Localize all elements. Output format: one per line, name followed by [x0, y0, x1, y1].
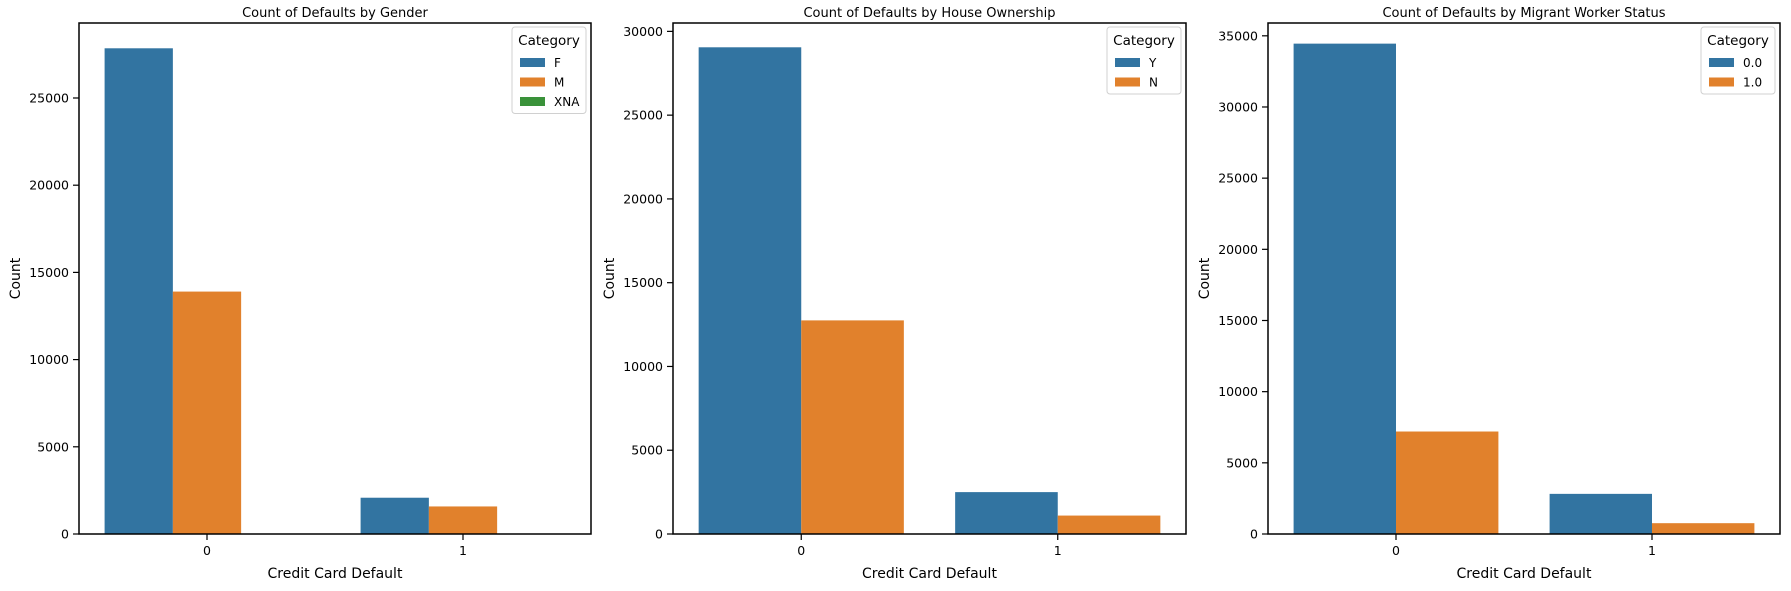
legend-swatch — [1115, 77, 1140, 87]
x-tick-label: 0 — [203, 543, 211, 558]
x-tick-label: 1 — [1648, 543, 1656, 558]
y-tick-label: 15000 — [29, 265, 69, 280]
legend-box — [1106, 26, 1182, 95]
legend: Category YN — [1106, 26, 1182, 95]
chart-panel-3: 0 5000 10000 15000 20000 25000 30000 35000 0 1 Cou… — [1197, 6, 1781, 582]
legend-title: Category — [1707, 33, 1769, 49]
chart-panel-2: 0 5000 10000 15000 20000 25000 30000 0 1 Count of… — [602, 6, 1187, 582]
y-tick-label: 5000 — [37, 439, 69, 454]
y-tick-label: 0 — [1250, 527, 1258, 542]
chart-title: Count of Defaults by Gender — [242, 6, 428, 21]
bar-N-0 — [801, 320, 904, 534]
chart-title: Count of Defaults by House Ownership — [803, 6, 1055, 21]
x-tick-label: 1 — [459, 543, 467, 558]
bar-M-0 — [172, 291, 242, 534]
bar-Y-0 — [698, 47, 802, 534]
bar-Y-1 — [955, 492, 1058, 534]
y-tick-label: 25000 — [29, 90, 69, 105]
y-tick-label: 20000 — [1218, 242, 1258, 257]
axes-frame — [672, 22, 1187, 535]
legend-title: Category — [1113, 33, 1175, 49]
y-axis-label: Count — [602, 257, 618, 299]
x-axis-label: Credit Card Default — [1457, 566, 1592, 582]
legend-swatch — [520, 97, 545, 106]
y-tick-label: 35000 — [1218, 28, 1258, 43]
legend: Category FM XNA — [511, 26, 587, 114]
legend-swatch — [520, 58, 545, 67]
bar-F-1 — [360, 497, 429, 534]
legend: Category 0.0 1.0 — [1700, 26, 1776, 95]
y-tick-label: 15000 — [623, 275, 663, 290]
y-tick-label: 15000 — [1218, 313, 1258, 328]
legend-box — [511, 26, 587, 114]
y-tick-label: 0 — [655, 527, 663, 542]
bar-0_0-0 — [1293, 43, 1396, 534]
bar-1_0-1 — [1652, 523, 1755, 534]
legend-swatch — [1709, 77, 1734, 87]
legend-swatch — [1709, 58, 1734, 67]
y-axis-label: Count — [1197, 257, 1213, 299]
legend-entry-label: N — [1149, 76, 1158, 90]
legend-swatch — [1115, 58, 1140, 67]
bar-1_0-0 — [1396, 431, 1499, 534]
legend-box — [1700, 26, 1776, 95]
y-tick-label: 10000 — [29, 352, 69, 367]
y-tick-label: 5000 — [631, 443, 663, 458]
legend-entry-label: 1.0 — [1743, 76, 1762, 90]
x-axis-label: Credit Card Default — [268, 566, 403, 582]
legend-entry-label: M — [554, 76, 564, 90]
x-tick-label: 0 — [797, 543, 805, 558]
axes-frame — [1267, 22, 1781, 535]
y-tick-label: 20000 — [29, 178, 69, 193]
legend-swatch — [520, 77, 545, 87]
x-tick-label: 0 — [1392, 543, 1400, 558]
x-tick-label: 1 — [1054, 543, 1062, 558]
bar-0_0-1 — [1549, 493, 1652, 534]
y-tick-label: 25000 — [1218, 171, 1258, 186]
x-axis-label: Credit Card Default — [862, 566, 997, 582]
legend-entry-label: F — [554, 56, 561, 70]
legend-entry-label: 0.0 — [1743, 56, 1762, 70]
y-tick-label: 10000 — [623, 359, 663, 374]
y-tick-label: 25000 — [623, 108, 663, 123]
chart-panel-1: 0 5000 10000 15000 20000 25000 0 1 Count of Defa… — [8, 6, 592, 582]
y-tick-label: 20000 — [623, 191, 663, 206]
y-tick-label: 5000 — [1226, 455, 1258, 470]
bar-M-1 — [428, 506, 498, 534]
y-axis-label: Count — [8, 257, 24, 299]
bar-N-1 — [1057, 515, 1161, 534]
y-tick-label: 0 — [61, 527, 69, 542]
y-tick-label: 30000 — [623, 24, 663, 39]
legend-entry-label: XNA — [554, 95, 580, 109]
y-tick-label: 10000 — [1218, 384, 1258, 399]
legend-entry-label: Y — [1148, 56, 1157, 70]
y-tick-label: 30000 — [1218, 99, 1258, 114]
axes-frame — [78, 22, 592, 535]
legend-title: Category — [518, 33, 580, 49]
chart-title: Count of Defaults by Migrant Worker Stat… — [1382, 6, 1665, 21]
bar-F-0 — [104, 48, 173, 535]
